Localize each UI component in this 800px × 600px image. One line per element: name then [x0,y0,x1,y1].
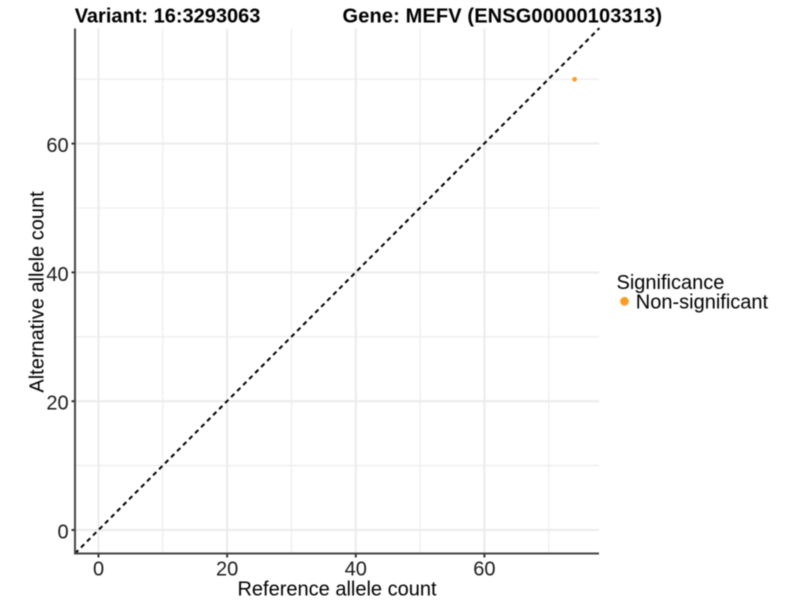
svg-text:60: 60 [46,135,68,157]
svg-text:40: 40 [345,558,367,580]
svg-text:40: 40 [46,264,68,286]
svg-text:Reference allele count: Reference allele count [237,579,436,600]
svg-text:0: 0 [57,521,68,543]
svg-text:0: 0 [93,558,104,580]
svg-text:Gene: MEFV (ENSG00000103313): Gene: MEFV (ENSG00000103313) [343,5,663,27]
svg-text:Non-significant: Non-significant [636,292,769,314]
svg-text:Variant: 16:3293063: Variant: 16:3293063 [75,5,261,27]
svg-text:20: 20 [46,393,68,415]
svg-text:20: 20 [216,558,238,580]
svg-text:Alternative allele count: Alternative allele count [26,191,48,393]
svg-text:60: 60 [473,558,495,580]
svg-text:Significance: Significance [617,272,725,294]
